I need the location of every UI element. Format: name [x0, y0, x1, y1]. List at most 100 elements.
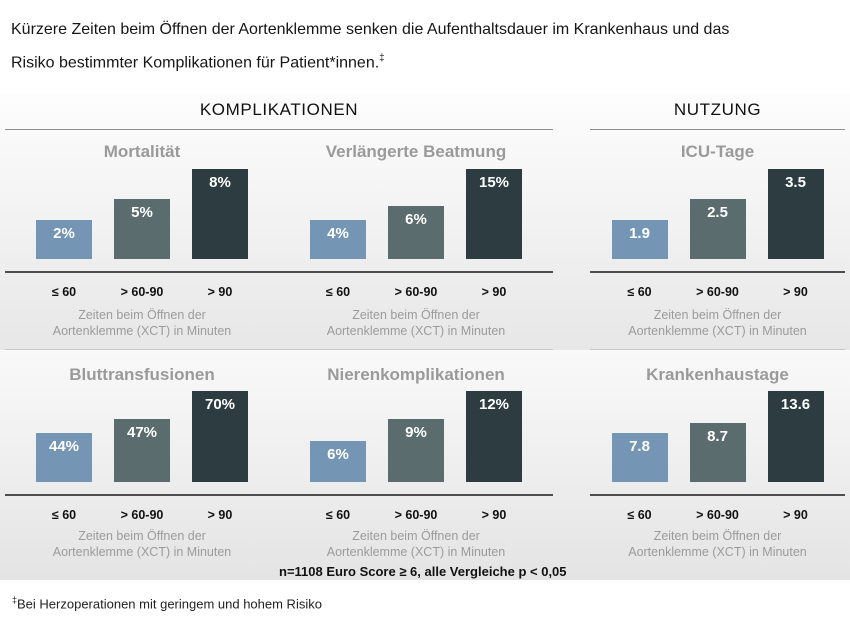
tick-label: ≤ 60: [51, 285, 77, 300]
tick-label: ≤ 60: [325, 285, 351, 300]
chart-title: Nierenkomplikationen: [327, 365, 505, 385]
axis-caption: Zeiten beim Öffnen der Aortenklemme (XCT…: [52, 308, 232, 339]
tick-label: > 90: [481, 285, 507, 300]
bar-value-label: 13.6: [780, 396, 811, 414]
axis-categories: ≤ 60 > 60-90 > 90: [5, 508, 279, 522]
tick-label: > 60-90: [120, 285, 164, 300]
bar-value-label: 12%: [478, 396, 510, 414]
bar-60-90: 5%: [114, 199, 170, 260]
bar-gt90: 3.5: [767, 169, 824, 260]
block-nutzung: NUTZUNG ICU-Tage 1.9 2.5 3.5 ≤ 60 > 60-9…: [590, 93, 845, 580]
bar-value-label: 2.5: [707, 204, 728, 222]
axis-caption: Zeiten beim Öffnen der Aortenklemme (XCT…: [326, 529, 506, 560]
bar-le60: 7.8: [611, 433, 668, 483]
axis-baseline: [5, 494, 279, 497]
tick-label: > 60-90: [696, 285, 739, 300]
axis-baseline: [590, 271, 845, 274]
tick-label: > 60-90: [394, 508, 438, 523]
chart-title: Mortalität: [103, 142, 181, 162]
chart-title: Krankenhaustage: [646, 365, 789, 385]
axis-categories: ≤ 60 > 60-90 > 90: [279, 508, 553, 522]
axis-categories: ≤ 60 > 60-90 > 90: [590, 508, 845, 522]
bar-gt90: 70%: [192, 391, 248, 483]
tick-label: > 90: [783, 508, 808, 523]
bar-le60: 4%: [310, 220, 366, 260]
bar-value-label: 44%: [48, 438, 80, 456]
bar-group: 7.8 8.7 13.6: [590, 389, 845, 483]
bar-group: 2% 5% 8%: [5, 166, 279, 260]
chart-mortalitaet: Mortalität 2% 5% 8% ≤ 60 > 60-90 > 90 Ze…: [5, 130, 279, 351]
bar-value-label: 7.8: [629, 438, 650, 456]
bar-value-label: 70%: [204, 396, 236, 414]
bar-le60: 2%: [36, 220, 92, 260]
bar-value-label: 5%: [131, 204, 153, 222]
axis-baseline: [590, 494, 845, 497]
axis-categories: ≤ 60 > 60-90 > 90: [590, 285, 845, 299]
chart-bluttransfusionen: Bluttransfusionen 44% 47% 70% ≤ 60 > 60-…: [5, 350, 279, 580]
axis-baseline: [279, 271, 553, 274]
chart-title: Verlängerte Beatmung: [325, 142, 507, 162]
chart-verlaengerte-beatmung: Verlängerte Beatmung 4% 6% 15% ≤ 60 > 60…: [279, 130, 553, 351]
bar-gt90: 15%: [466, 169, 522, 260]
axis-baseline: [5, 271, 279, 274]
bar-60-90: 2.5: [689, 199, 746, 260]
bar-value-label: 15%: [478, 174, 510, 192]
tick-label: > 90: [207, 285, 233, 300]
axis-caption: Zeiten beim Öffnen der Aortenklemme (XCT…: [628, 529, 807, 560]
bar-value-label: 8%: [209, 174, 231, 192]
bar-group: 4% 6% 15%: [279, 166, 553, 260]
bar-value-label: 1.9: [629, 225, 650, 243]
stats-note: n=1108 Euro Score ≥ 6, alle Vergleiche p…: [279, 564, 567, 580]
bar-value-label: 8.7: [707, 428, 728, 446]
tick-label: ≤ 60: [627, 508, 652, 523]
bar-le60: 6%: [310, 441, 366, 483]
bar-value-label: 6%: [405, 211, 427, 229]
bar-60-90: 8.7: [689, 423, 746, 483]
tick-label: ≤ 60: [627, 285, 652, 300]
footnote-text: Bei Herzoperationen mit geringem und hoh…: [17, 596, 322, 612]
tick-label: > 90: [783, 285, 808, 300]
charts-panel: KOMPLIKATIONEN Mortalität 2% 5% 8% ≤ 60 …: [0, 93, 850, 581]
bar-60-90: 6%: [388, 206, 444, 260]
intro-text: Kürzere Zeiten beim Öffnen der Aortenkle…: [0, 0, 850, 77]
tick-label: > 90: [207, 508, 233, 523]
bar-le60: 1.9: [611, 220, 668, 260]
axis-caption: Zeiten beim Öffnen der Aortenklemme (XCT…: [52, 529, 232, 560]
bar-gt90: 8%: [192, 169, 248, 260]
bar-value-label: 4%: [327, 225, 349, 243]
axis-categories: ≤ 60 > 60-90 > 90: [5, 285, 279, 299]
chart-icu-tage: ICU-Tage 1.9 2.5 3.5 ≤ 60 > 60-90 > 90 Z…: [590, 130, 845, 351]
group-header-nutzung: NUTZUNG: [590, 93, 845, 131]
chart-title: ICU-Tage: [680, 142, 755, 162]
chart-krankenhaustage: Krankenhaustage 7.8 8.7 13.6 ≤ 60 > 60-9…: [590, 350, 845, 580]
footnote-mark: ‡: [12, 595, 18, 606]
bar-value-label: 9%: [405, 424, 427, 442]
intro-line1: Kürzere Zeiten beim Öffnen der Aortenkle…: [11, 21, 730, 38]
footnote: ‡Bei Herzoperationen mit geringem und ho…: [0, 580, 850, 611]
tick-label: > 60-90: [696, 508, 739, 523]
footnote-mark-ref: ‡: [379, 53, 385, 64]
bar-gt90: 13.6: [767, 391, 824, 483]
axis-caption: Zeiten beim Öffnen der Aortenklemme (XCT…: [628, 308, 807, 339]
bar-group: 6% 9% 12%: [279, 389, 553, 483]
chart-nierenkomplikationen: Nierenkomplikationen 6% 9% 12% ≤ 60 > 60…: [279, 350, 567, 580]
tick-label: > 60-90: [120, 508, 164, 523]
chart-title: Bluttransfusionen: [69, 365, 215, 385]
group-header-komplikationen: KOMPLIKATIONEN: [5, 93, 553, 131]
tick-label: > 60-90: [394, 285, 438, 300]
bar-group: 44% 47% 70%: [5, 389, 279, 483]
bar-value-label: 47%: [126, 424, 158, 442]
intro-line2: Risiko bestimmter Komplikationen für Pat…: [11, 53, 385, 72]
bar-le60: 44%: [36, 433, 92, 483]
bar-60-90: 9%: [388, 419, 444, 483]
axis-caption: Zeiten beim Öffnen der Aortenklemme (XCT…: [326, 308, 506, 339]
tick-label: ≤ 60: [51, 508, 77, 523]
bar-value-label: 6%: [327, 446, 349, 464]
bar-gt90: 12%: [466, 391, 522, 483]
bar-value-label: 2%: [53, 225, 75, 243]
tick-label: > 90: [481, 508, 507, 523]
bar-group: 1.9 2.5 3.5: [590, 166, 845, 260]
bar-60-90: 47%: [114, 419, 170, 483]
tick-label: ≤ 60: [325, 508, 351, 523]
block-komplikationen: KOMPLIKATIONEN Mortalität 2% 5% 8% ≤ 60 …: [5, 93, 567, 580]
